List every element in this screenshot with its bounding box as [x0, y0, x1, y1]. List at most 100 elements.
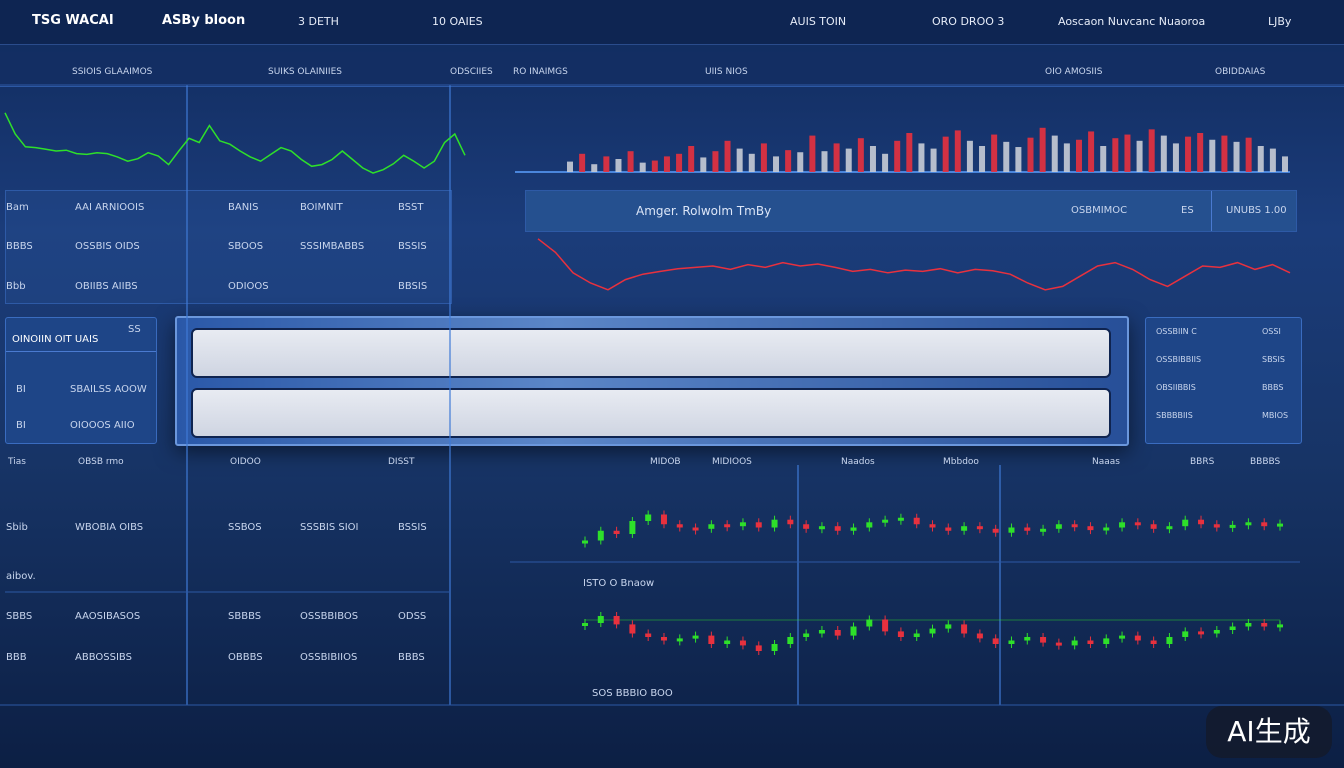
- lower-label: OIDOO: [230, 457, 261, 467]
- volume-bar: [930, 148, 937, 172]
- volume-bar: [663, 156, 670, 172]
- candle: [992, 528, 999, 533]
- candle: [866, 619, 873, 627]
- volume-bar: [567, 161, 573, 172]
- candle: [1229, 626, 1236, 630]
- volume-bar: [676, 153, 683, 172]
- candle: [613, 530, 620, 534]
- volume-bar: [712, 151, 719, 172]
- table-cell: SSSIMBABBS: [300, 241, 365, 252]
- price-line: [537, 238, 1291, 291]
- candle: [1134, 635, 1141, 641]
- table-cell: ABBOSSIBS: [75, 652, 132, 663]
- candle: [676, 524, 683, 528]
- candle: [739, 640, 746, 646]
- volume-bar: [894, 140, 901, 172]
- candle: [1213, 524, 1220, 528]
- volume-bar: [724, 140, 731, 172]
- candle: [1182, 631, 1189, 637]
- volume-bar: [1197, 133, 1204, 172]
- toolbar-item: ODSCIIES: [450, 67, 493, 77]
- candle: [1134, 522, 1141, 526]
- toolbar-item: SSIOIS GLAAIMOS: [72, 67, 153, 77]
- candle: [1261, 522, 1268, 527]
- volume-bar: [1160, 135, 1167, 172]
- account[interactable]: ASBy bloon: [162, 13, 246, 28]
- header-item: Aoscaon Nuvcanc Nuaoroa: [1058, 15, 1206, 28]
- candle: [803, 524, 810, 529]
- candle: [660, 514, 667, 525]
- candle: [1213, 630, 1220, 634]
- candle: [755, 645, 762, 651]
- candle: [1245, 522, 1252, 526]
- candle: [1071, 640, 1078, 646]
- volume-bar: [1100, 146, 1107, 172]
- volume-bar: [639, 162, 646, 172]
- candle: [645, 633, 652, 637]
- table-cell: BANIS: [228, 202, 259, 213]
- volume-bar: [906, 133, 913, 172]
- right-box-cell: OBSIIBBIS: [1156, 383, 1196, 392]
- candle: [1040, 637, 1047, 643]
- chart-header-value: UNUBS 1.00: [1211, 191, 1287, 231]
- candle: [708, 635, 715, 644]
- candle: [1119, 522, 1126, 528]
- left-box: OINOIIN OIT UAIS SS: [5, 317, 157, 444]
- volume-bar: [1221, 135, 1228, 172]
- right-box-cell: SBBBBIIS: [1156, 411, 1193, 420]
- candle: [1008, 527, 1015, 533]
- table-cell: BBBS: [6, 241, 33, 252]
- right-box-cell: MBIOS: [1262, 411, 1289, 420]
- table-cell: SBOOS: [228, 241, 264, 252]
- candle: [692, 527, 699, 531]
- candle: [1198, 631, 1205, 635]
- candle: [1166, 526, 1173, 530]
- candle: [992, 638, 999, 644]
- candle: [897, 517, 904, 521]
- brand: TSG WACAI: [32, 13, 114, 28]
- lower-label: MIDIOOS: [712, 457, 752, 467]
- candle: [787, 637, 794, 644]
- table-cell: BSST: [398, 202, 424, 213]
- volume-bar: [1136, 140, 1143, 172]
- chart-header-panel: Amger. Rolwolm TmBy OSBMIMOC ES UNUBS 1.…: [525, 190, 1297, 232]
- volume-bar: [1075, 139, 1082, 172]
- candle: [613, 616, 620, 625]
- candle: [850, 626, 857, 636]
- candle: [597, 530, 604, 541]
- volume-bar: [1039, 127, 1046, 172]
- candle: [629, 624, 636, 634]
- lower-label: Tias: [8, 457, 26, 467]
- lower-label: OBSB rmo: [78, 457, 124, 467]
- toolbar-item: UIIS NIOS: [705, 67, 748, 77]
- table-cell: AAOSIBASOS: [75, 611, 141, 622]
- input-field[interactable]: [191, 328, 1111, 378]
- header-item: 10 OAIES: [432, 15, 483, 28]
- lower-label: Naados: [841, 457, 875, 467]
- volume-bar: [1051, 135, 1058, 172]
- volume-bar: [651, 160, 658, 172]
- candle: [1229, 524, 1236, 528]
- candle: [1087, 526, 1094, 531]
- candle: [882, 619, 889, 632]
- candle: [929, 628, 936, 634]
- candle: [1055, 524, 1062, 529]
- candle: [976, 633, 983, 639]
- lower-label: MIDOB: [650, 457, 681, 467]
- input-field[interactable]: [191, 388, 1111, 438]
- volume-bar: [833, 143, 840, 172]
- left-box-cell: OIOOOS AIIO: [70, 420, 135, 431]
- volume-bar: [700, 157, 707, 172]
- candle: [945, 527, 952, 531]
- candle: [913, 517, 920, 525]
- right-box: [1145, 317, 1302, 444]
- table-cell: BBB: [6, 652, 27, 663]
- candle: [771, 519, 778, 528]
- candle: [676, 638, 683, 642]
- watermark: AI生成: [1206, 706, 1332, 758]
- right-box-cell: SBSIS: [1262, 355, 1285, 364]
- table-cell: AAI ARNIOOIS: [75, 202, 145, 213]
- candle: [708, 524, 715, 529]
- header-item: LJBy: [1268, 15, 1292, 28]
